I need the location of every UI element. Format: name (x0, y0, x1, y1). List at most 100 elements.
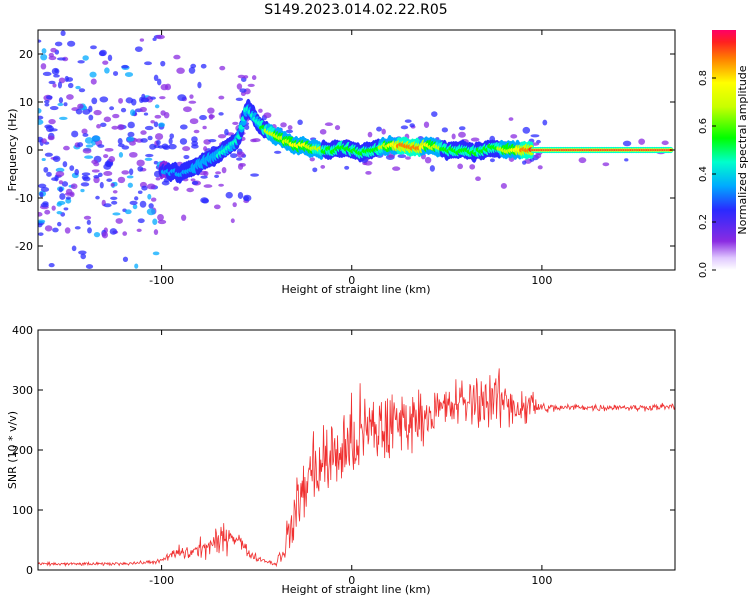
heatmap-noise-cell (106, 178, 113, 182)
heatmap-noise-cell (250, 138, 257, 143)
heatmap-noise-cell (236, 157, 243, 161)
heatmap-noise-cell (189, 118, 199, 125)
heatmap-noise-cell (152, 37, 157, 42)
heatmap-noise-cell (67, 40, 76, 47)
heatmap-noise-cell (522, 126, 531, 134)
heatmap-noise-cell (144, 125, 154, 131)
heatmap-noise-cell (101, 231, 109, 239)
heatmap-noise-cell (81, 172, 91, 176)
heatmap-noise-cell (86, 5, 93, 8)
heatmap-noise-cell (225, 191, 233, 199)
heatmap-noise-cell (219, 65, 226, 71)
heatmap-noise-cell (158, 122, 166, 128)
heatmap-noise-cell (40, 202, 49, 208)
heatmap-noise-cell (108, 156, 116, 163)
y-tick-label: 200 (12, 444, 33, 457)
heatmap-noise-cell (87, 227, 92, 234)
heatmap-noise-cell (100, 122, 107, 127)
heatmap-noise-cell (312, 167, 318, 173)
heatmap-noise-cell (154, 104, 160, 109)
heatmap-noise-cell (145, 153, 154, 158)
heatmap-noise-cell (542, 119, 548, 126)
heatmap-noise-cell (429, 165, 435, 172)
heatmap-noise-cell (297, 119, 303, 126)
heatmap-noise-cell (111, 200, 118, 205)
heatmap-noise-cell (115, 218, 123, 224)
heatmap-noise-cell (273, 150, 282, 154)
heatmap-noise-cell (157, 145, 164, 149)
heatmap-noise-cell (56, 57, 66, 61)
heatmap-noise-cell (247, 83, 255, 87)
heatmap-noise-cell (122, 231, 128, 236)
heatmap-noise-cell (137, 166, 144, 172)
heatmap-noise-cell (578, 157, 587, 164)
heatmap-noise-cell (75, 85, 81, 90)
heatmap-noise-cell (70, 183, 78, 190)
heatmap-noise-cell (71, 130, 79, 138)
heatmap-noise-cell (77, 60, 85, 64)
heatmap-noise-cell (230, 153, 238, 159)
heatmap-noise-cell (160, 60, 166, 67)
snr-ylabel: SNR (10 * v/v) (6, 411, 19, 489)
heatmap-noise-cell (221, 166, 227, 174)
heatmap-noise-cell (510, 134, 518, 139)
heatmap-noise-cell (146, 183, 156, 190)
x-tick-label: 100 (531, 274, 552, 287)
heatmap-noise-cell (117, 124, 125, 131)
heatmap-noise-cell (118, 97, 124, 104)
y-tick-label: -10 (15, 192, 33, 205)
heatmap-noise-cell (91, 135, 101, 142)
heatmap-noise-cell (251, 75, 257, 81)
heatmap-noise-cell (239, 88, 247, 93)
colorbar-label: Normalized spectral amplitude (736, 65, 749, 234)
heatmap-noise-cell (203, 184, 213, 188)
heatmap-noise-cell (52, 13, 56, 17)
heatmap-noise-cell (147, 193, 152, 200)
heatmap-noise-cell (191, 181, 199, 185)
heatmap-noise-cell (458, 126, 466, 131)
heatmap-noise-cell (309, 157, 315, 162)
heatmap-noise-cell (661, 140, 669, 146)
heatmap-noise-cell (232, 202, 237, 208)
heatmap-noise-cell (85, 144, 94, 148)
heatmap-noise-cell (99, 96, 109, 103)
heatmap-noise-cell (201, 198, 210, 204)
heatmap-noise-cell (78, 250, 87, 255)
heatmap-noise-cell (55, 170, 65, 177)
heatmap-noise-cell (150, 197, 157, 202)
heatmap-noise-cell (409, 123, 415, 128)
heatmap-noise-cell (197, 81, 202, 89)
colorbar-gradient (712, 30, 736, 270)
heatmap-noise-cell (188, 100, 197, 104)
heatmap-noise-cell (236, 83, 243, 90)
heatmap-noise-cell (77, 103, 84, 109)
heatmap-noise-cell (49, 105, 59, 111)
heatmap-noise-cell (127, 121, 135, 129)
heatmap-noise-cell (215, 171, 222, 175)
heatmap-noise-cell (63, 102, 68, 107)
heatmap-noise-cell (154, 114, 162, 119)
heatmap-noise-cell (150, 120, 155, 124)
colorbar: 0.0 0.2 0.4 0.6 0.8 Normalized spectral ampl… (698, 30, 749, 278)
heatmap-noise-cell (44, 102, 50, 107)
heatmap-noise-cell (475, 176, 481, 182)
heatmap-noise-cell (40, 53, 48, 61)
heatmap-noise-cell (392, 166, 401, 171)
heatmap-noise-cell (110, 196, 118, 201)
heatmap-noise-cell (381, 128, 386, 135)
heatmap-noise-cell (58, 97, 64, 104)
heatmap-noise-cell (40, 186, 50, 192)
heatmap-noise-cell (146, 208, 156, 216)
heatmap-noise-cell (56, 211, 63, 215)
heatmap-noise-cell (65, 196, 71, 200)
heatmap-noise-cell (537, 165, 543, 170)
heatmap-noise-cell (143, 112, 149, 116)
heatmap-noise-cell (152, 218, 158, 225)
heatmap-noise-cell (203, 170, 209, 177)
heatmap-noise-cell (218, 183, 224, 187)
heatmap-noise-cell (120, 107, 127, 113)
heatmap-noise-cell (57, 102, 64, 107)
heatmap-noise-cell (48, 262, 55, 268)
heatmap-noise-cell (176, 67, 185, 74)
y-tick-label: 0 (26, 564, 33, 577)
